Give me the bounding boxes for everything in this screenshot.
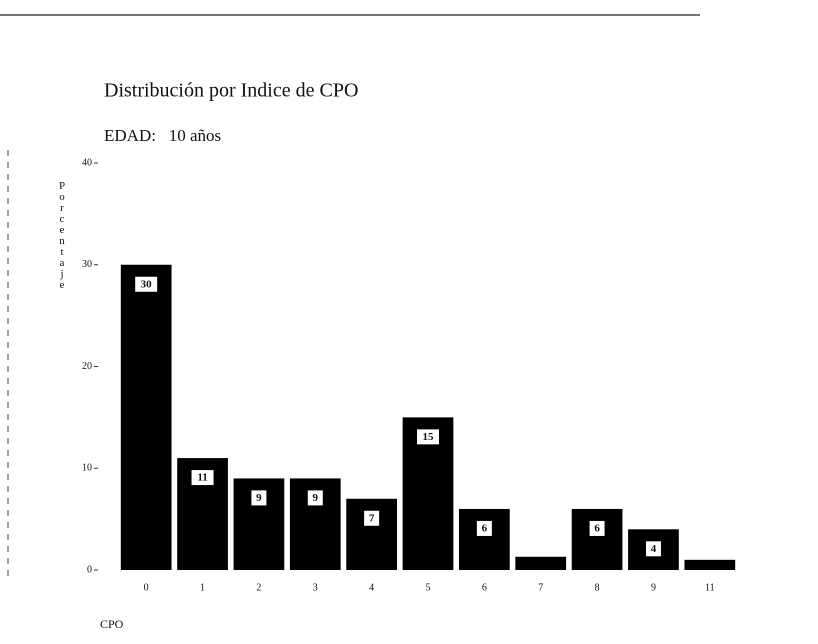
x-tick-label: 11 [705,582,715,593]
x-tick-label: 3 [313,582,318,593]
x-tick-label: 6 [482,582,487,593]
value-label-box [589,520,605,536]
value-label-box [476,520,492,536]
value-label: 6 [482,522,488,534]
value-label-box [135,276,158,292]
bar [571,508,623,570]
y-tick-label: 40 [82,157,92,168]
chart-subtitle: EDAD: 10 años [104,126,221,145]
x-tick-label: 9 [651,582,656,593]
x-tick-label: 5 [426,582,431,593]
x-tick-label: 2 [256,582,261,593]
chart-title: Distribución por Indice de CPO [104,80,358,102]
value-label-box [417,429,439,445]
bar [684,559,736,570]
bar [515,556,567,570]
y-axis-label: Porcentaje [56,180,68,290]
value-label: 15 [423,431,435,443]
x-tick-label: 8 [595,582,600,593]
x-tick-label: 7 [538,582,543,593]
x-axis-label: CPO [100,617,124,631]
value-label: 30 [141,278,153,290]
value-label: 9 [256,492,262,504]
bar [346,498,397,570]
x-tick-label: 4 [369,582,374,593]
value-label-box [645,541,661,557]
value-label-box [364,510,380,526]
value-label: 4 [651,543,657,555]
value-label-box [251,490,267,506]
value-label: 7 [369,512,375,524]
value-label-box [307,490,323,506]
value-label: 11 [197,472,207,484]
y-tick-label: 20 [82,361,92,372]
bar [120,264,172,570]
y-tick-label: 30 [82,259,92,270]
value-label: 9 [313,492,319,504]
value-label: 6 [594,522,600,534]
y-tick-label: 10 [82,463,92,474]
value-label-box [191,470,214,486]
x-tick-label: 1 [200,582,205,593]
x-tick-label: 0 [144,582,149,593]
y-tick-label: 0 [87,564,92,575]
bar [459,508,510,570]
